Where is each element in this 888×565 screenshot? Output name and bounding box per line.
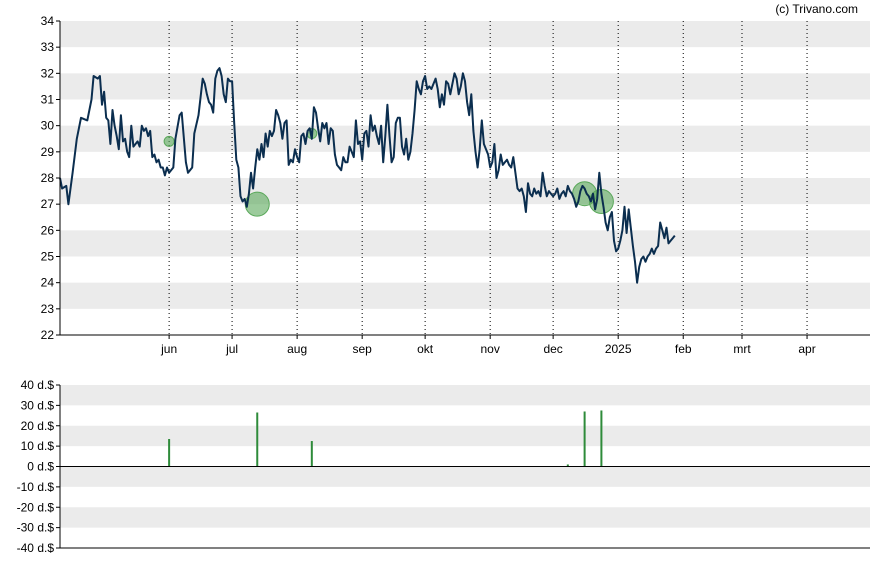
x-tick-label: jun	[160, 342, 177, 356]
y-tick-label: 32	[41, 66, 55, 80]
volume-axes	[56, 384, 870, 549]
price-y-tick-labels: 22 23 24 25 26 27 28 29 30 31 32 33 34	[41, 14, 55, 342]
volume-band	[60, 507, 870, 528]
volume-y-tick-label: -20 d.$	[17, 500, 55, 514]
volume-bar	[256, 412, 259, 467]
x-tick-label: 2025	[605, 342, 632, 356]
price-chart: 22 23 24 25 26 27 28 29 30 31 32 33 34 jun jul aug sep o…	[41, 14, 870, 356]
price-series-line	[59, 67, 676, 284]
volume-y-tick-label: 30 d.$	[21, 398, 55, 412]
volume-bar	[600, 410, 603, 467]
volume-y-tick-label: -30 d.$	[17, 521, 55, 535]
price-band	[60, 282, 870, 309]
price-band	[60, 230, 870, 257]
x-tick-label: feb	[675, 342, 692, 356]
volume-y-tick-label: 20 d.$	[21, 419, 55, 433]
y-tick-label: 23	[41, 302, 55, 316]
y-tick-label: 22	[41, 328, 55, 342]
y-tick-label: 28	[41, 171, 55, 185]
y-tick-label: 27	[41, 197, 55, 211]
volume-band	[60, 385, 870, 406]
x-tick-label: dec	[543, 342, 562, 356]
price-bands	[60, 21, 870, 335]
y-tick-label: 30	[41, 119, 55, 133]
y-tick-label: 33	[41, 40, 55, 54]
price-band	[60, 125, 870, 152]
volume-bar	[168, 438, 171, 467]
price-axes	[56, 20, 870, 336]
volume-bars	[168, 410, 603, 467]
x-tick-label: mrt	[733, 342, 751, 356]
insider-trade-marker	[163, 135, 175, 147]
volume-bar	[566, 464, 569, 467]
volume-band	[60, 466, 870, 487]
price-band	[60, 178, 870, 205]
x-tick-label: okt	[417, 342, 434, 356]
volume-y-tick-label: 0 d.$	[27, 460, 54, 474]
y-tick-label: 29	[41, 145, 55, 159]
volume-chart: -40 d.$ -30 d.$ -20 d.$ -10 d.$ 0 d.$ 10 d.$ 2…	[17, 378, 870, 555]
credit-text: (c) Trivano.com	[775, 2, 858, 16]
x-tick-label: jul	[225, 342, 238, 356]
volume-y-tick-label: 40 d.$	[21, 378, 55, 392]
price-band	[60, 21, 870, 48]
y-tick-label: 24	[41, 276, 55, 290]
volume-y-tick-label: -10 d.$	[17, 480, 55, 494]
x-tick-label: aug	[287, 342, 307, 356]
x-tick-label: apr	[798, 342, 815, 356]
x-tick-label: nov	[481, 342, 500, 356]
volume-y-tick-label: 10 d.$	[21, 439, 55, 453]
y-tick-label: 25	[41, 250, 55, 264]
y-tick-label: 31	[41, 93, 55, 107]
volume-y-tick-labels: -40 d.$ -30 d.$ -20 d.$ -10 d.$ 0 d.$ 10 d.$ 2…	[17, 378, 55, 555]
price-vertical-gridlines	[168, 21, 808, 339]
volume-y-tick-label: -40 d.$	[17, 541, 55, 555]
price-x-tick-labels: jun jul aug sep okt nov dec 2025 feb mrt apr	[160, 342, 816, 356]
x-tick-label: sep	[352, 342, 372, 356]
volume-bar	[583, 411, 586, 467]
y-tick-label: 26	[41, 223, 55, 237]
y-tick-label: 34	[41, 14, 55, 28]
volume-band	[60, 425, 870, 447]
volume-bar	[310, 441, 313, 467]
